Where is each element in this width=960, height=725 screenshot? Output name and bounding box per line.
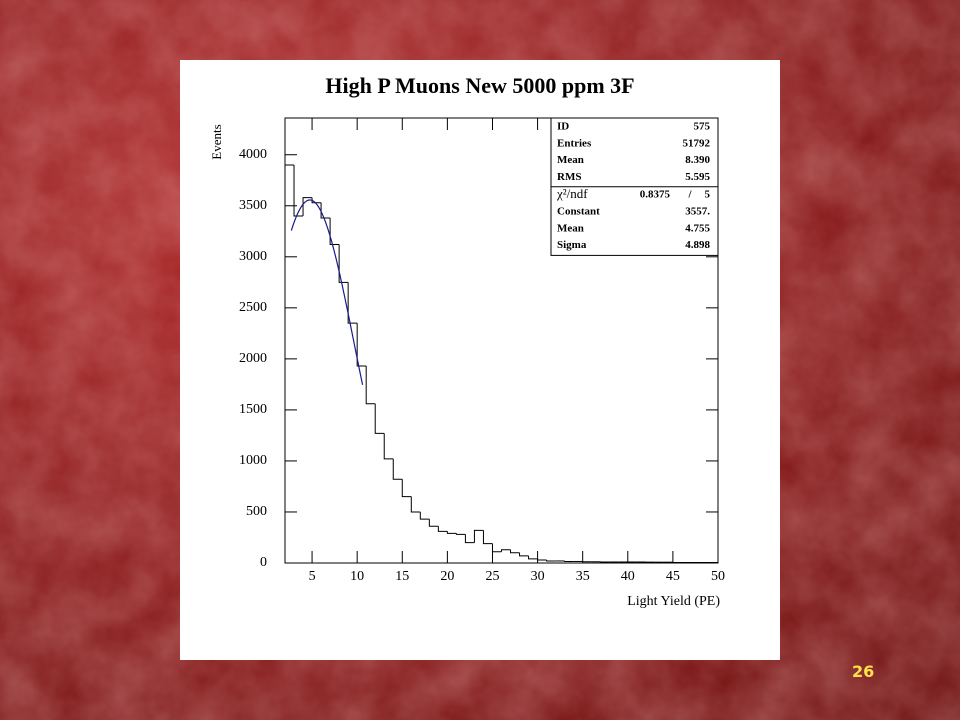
stat-name: ID xyxy=(557,121,569,133)
chart-title: High P Muons New 5000 ppm 3F xyxy=(325,73,634,98)
y-axis-label: Events xyxy=(209,124,224,159)
stat-value: 5.595 xyxy=(685,171,710,183)
x-tick-label: 20 xyxy=(440,569,454,584)
x-tick-label: 40 xyxy=(621,569,635,584)
fit-param-name: Mean xyxy=(557,222,584,234)
fit-chi2-name: χ²/ndf xyxy=(556,186,588,201)
x-tick-label: 50 xyxy=(711,569,725,584)
fit-param-value: 3557. xyxy=(685,206,710,218)
y-tick-label: 1000 xyxy=(239,453,267,468)
histogram-bin xyxy=(565,561,574,562)
y-tick-label: 1500 xyxy=(239,402,267,417)
fit-param-value: 4.755 xyxy=(685,222,710,234)
x-tick-label: 45 xyxy=(666,569,680,584)
x-tick-label: 5 xyxy=(309,569,316,584)
page-number: 26 xyxy=(852,662,874,681)
stat-value: 51792 xyxy=(683,137,711,149)
stat-value: 8.390 xyxy=(685,154,710,166)
fit-ndf: 5 xyxy=(705,189,711,201)
x-tick-label: 30 xyxy=(531,569,545,584)
y-tick-label: 0 xyxy=(260,555,267,570)
stat-name: RMS xyxy=(557,171,581,183)
y-tick-label: 3500 xyxy=(239,198,267,213)
fit-param-name: Constant xyxy=(557,206,600,218)
x-axis-label: Light Yield (PE) xyxy=(627,594,720,609)
x-tick-label: 25 xyxy=(485,569,499,584)
x-tick-label: 35 xyxy=(576,569,590,584)
y-tick-label: 3000 xyxy=(239,249,267,264)
stat-name: Mean xyxy=(557,154,584,166)
x-tick-label: 10 xyxy=(350,569,364,584)
y-tick-label: 2000 xyxy=(239,351,267,366)
fit-chi2: 0.8375 xyxy=(640,189,671,201)
stat-value: 575 xyxy=(694,121,711,133)
stat-name: Entries xyxy=(557,137,592,149)
y-tick-label: 4000 xyxy=(239,147,267,162)
x-tick-label: 15 xyxy=(395,569,409,584)
histogram-bin xyxy=(709,562,718,563)
y-tick-label: 500 xyxy=(246,504,267,519)
fit-param-name: Sigma xyxy=(557,239,587,251)
fit-param-value: 4.898 xyxy=(685,239,710,251)
y-tick-label: 2500 xyxy=(239,300,267,315)
